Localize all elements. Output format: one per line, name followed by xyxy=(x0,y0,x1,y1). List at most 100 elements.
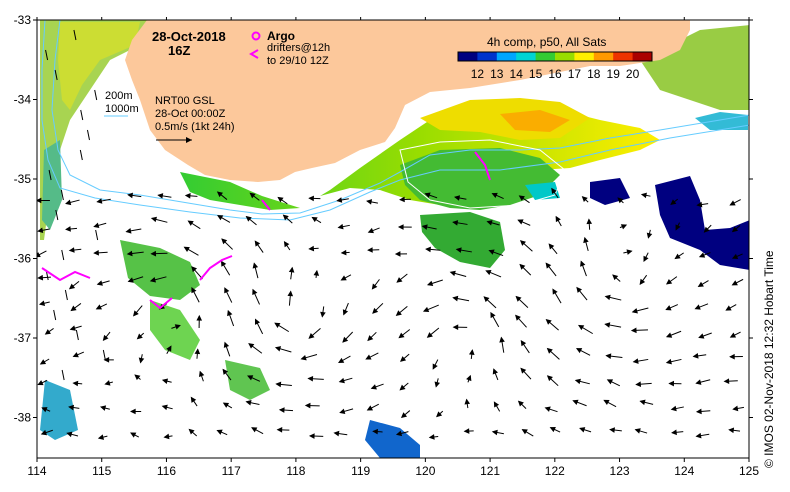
current-arrowhead xyxy=(307,375,314,382)
current-arrowhead xyxy=(277,196,284,203)
current-arrowhead xyxy=(161,404,168,411)
current-arrowhead xyxy=(300,354,307,361)
colorbar-tick-label: 13 xyxy=(490,67,504,81)
colorbar-tick-label: 19 xyxy=(607,67,621,81)
current-arrowhead xyxy=(732,405,739,412)
colorbar-segment xyxy=(516,52,537,61)
current-arrowhead xyxy=(278,407,285,413)
current-arrowhead xyxy=(69,325,76,331)
colorbar-segment xyxy=(535,52,556,61)
current-arrowhead xyxy=(455,247,462,253)
current-arrowhead xyxy=(65,226,71,232)
current-arrowhead xyxy=(68,247,75,253)
current-arrowhead xyxy=(308,333,315,339)
current-arrowhead xyxy=(102,334,109,341)
current-arrowhead xyxy=(252,288,258,296)
current-arrowhead xyxy=(191,287,197,294)
current-arrow xyxy=(95,229,99,241)
current-arrowhead xyxy=(634,428,641,434)
current-arrowhead xyxy=(133,310,139,317)
current-arrowhead xyxy=(488,249,495,255)
current-arrow xyxy=(75,329,79,341)
current-arrowhead xyxy=(432,363,438,370)
current-arrowhead xyxy=(274,346,282,352)
current-arrowhead xyxy=(283,241,290,248)
current-arrowhead xyxy=(396,277,403,283)
x-tick-label: 119 xyxy=(351,464,370,478)
current-arrowhead xyxy=(454,195,461,201)
current-arrowhead xyxy=(44,329,51,335)
current-arrowhead xyxy=(520,340,527,347)
y-tick-label: -34 xyxy=(14,93,32,107)
current-arrowhead xyxy=(395,310,402,317)
current-arrowhead xyxy=(191,266,198,273)
current-arrowhead xyxy=(68,404,75,411)
colorbar-tick-label: 16 xyxy=(548,67,562,81)
current-arrowhead xyxy=(670,199,677,206)
current-arrowhead xyxy=(93,222,100,229)
current-arrowhead xyxy=(731,226,739,233)
current-arrowhead xyxy=(468,349,475,356)
current-arrow xyxy=(53,309,57,321)
current-arrow xyxy=(61,249,65,261)
current-arrowhead xyxy=(520,367,527,374)
current-arrowhead xyxy=(449,270,456,277)
current-arrowhead xyxy=(287,290,294,297)
current-arrowhead xyxy=(400,412,408,419)
colorbar-tick-label: 17 xyxy=(568,67,582,81)
current-arrowhead xyxy=(103,357,110,363)
current-arrowhead xyxy=(174,324,181,330)
colorbar: 12 13 14 15 16 17 18 19 20 xyxy=(457,51,653,81)
current-arrowhead xyxy=(366,199,373,205)
current-arrowhead xyxy=(425,246,431,253)
current-arrowhead xyxy=(463,428,470,434)
colorbar-segment xyxy=(574,52,595,61)
current-arrow xyxy=(64,289,68,301)
current-arrowhead xyxy=(665,332,673,338)
current-arrowhead xyxy=(626,249,633,255)
current-arrowhead xyxy=(216,429,223,435)
current-arrowhead xyxy=(275,381,282,388)
current-arrowhead xyxy=(274,322,281,328)
current-arrowhead xyxy=(635,381,642,388)
drifter-legend-icon xyxy=(248,49,259,59)
current-arrowhead xyxy=(422,306,430,313)
map-date: 28-Oct-2018 xyxy=(152,29,226,44)
current-arrowhead xyxy=(574,378,581,385)
y-tick-label: -33 xyxy=(14,13,32,27)
current-arrowhead xyxy=(695,379,702,385)
current-arrowhead xyxy=(697,281,704,288)
colorbar-segment xyxy=(458,52,478,61)
current-arrowhead xyxy=(104,380,111,386)
drifter-tracks xyxy=(41,151,491,310)
current-arrowhead xyxy=(333,430,340,437)
current-arrowhead xyxy=(515,295,522,302)
current-arrowhead xyxy=(157,193,164,199)
current-arrowhead xyxy=(552,288,558,295)
x-tick-label: 122 xyxy=(545,464,565,478)
x-tick-label: 124 xyxy=(674,464,694,478)
current-arrowhead xyxy=(194,348,201,355)
current-arrowhead xyxy=(452,295,459,302)
current-arrowhead xyxy=(245,399,252,406)
current-arrowhead xyxy=(493,401,500,408)
sst-front-contour xyxy=(399,139,566,209)
current-arrow xyxy=(48,169,52,181)
x-tick-label: 121 xyxy=(480,464,500,478)
current-arrowhead xyxy=(138,357,145,364)
x-tick-label: 123 xyxy=(610,464,630,478)
current-arrowhead xyxy=(675,224,681,231)
current-arrowhead xyxy=(72,352,79,358)
x-tick-label: 118 xyxy=(286,464,305,478)
scale-arrow xyxy=(156,137,192,143)
current-arrowhead xyxy=(546,347,553,354)
current-arrowhead xyxy=(187,220,194,226)
colorbar-segment xyxy=(613,52,634,61)
y-tick-label: -38 xyxy=(14,411,32,425)
current-arrowhead xyxy=(485,269,492,276)
x-tick-label: 120 xyxy=(415,464,435,478)
current-arrowhead xyxy=(486,220,493,226)
current-arrowhead xyxy=(544,406,551,412)
x-tick-label: 116 xyxy=(157,464,176,478)
current-arrowhead xyxy=(604,294,611,301)
